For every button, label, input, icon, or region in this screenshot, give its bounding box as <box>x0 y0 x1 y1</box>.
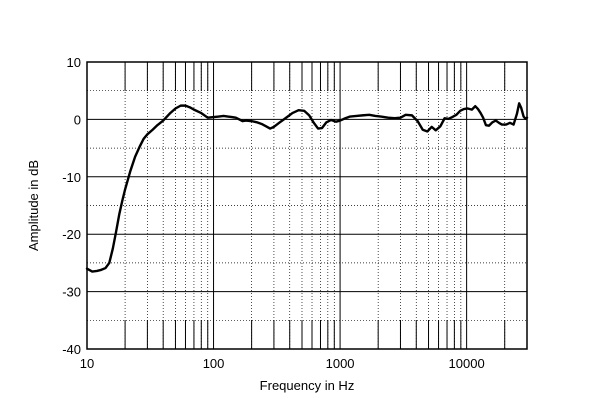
x-tick-label: 10000 <box>449 356 485 371</box>
grid <box>86 61 528 350</box>
x-tick-label: 10 <box>80 356 94 371</box>
x-axis-title: Frequency in Hz <box>260 378 355 393</box>
y-tick-label: -30 <box>62 285 81 300</box>
plot-frame <box>86 61 528 350</box>
x-tick-label: 100 <box>203 356 225 371</box>
y-tick-label: -20 <box>62 227 81 242</box>
response-curve <box>85 102 529 273</box>
y-tick-label: -40 <box>62 342 81 357</box>
series-layer <box>85 102 529 273</box>
y-axis-title: Amplitude in dB <box>26 160 41 251</box>
y-tick-label: 10 <box>67 55 81 70</box>
x-tick-label: 1000 <box>326 356 355 371</box>
y-tick-label: 0 <box>74 112 81 127</box>
y-tick-label: -10 <box>62 170 81 185</box>
